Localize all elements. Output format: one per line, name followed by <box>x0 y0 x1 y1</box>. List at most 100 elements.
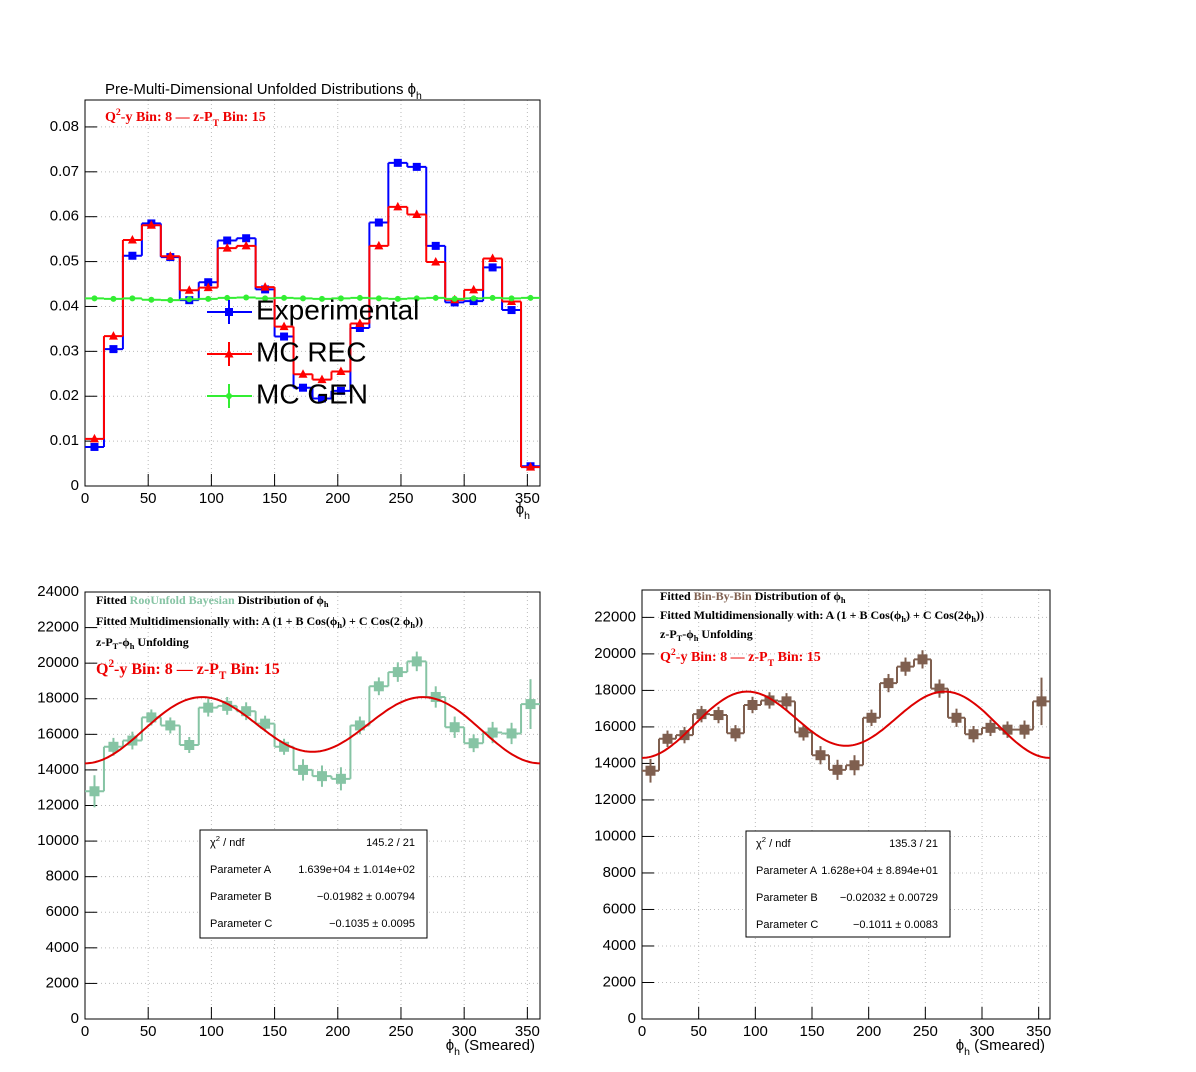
marker <box>224 294 231 301</box>
stats-value: −0.1035 ± 0.0095 <box>329 918 415 930</box>
marker <box>507 306 516 315</box>
marker <box>108 331 118 340</box>
colored-run: RooUnfold Bayesian <box>130 593 235 607</box>
marker <box>89 786 100 797</box>
marker <box>356 294 363 301</box>
marker <box>374 240 384 250</box>
marker <box>526 462 536 471</box>
marker <box>241 240 251 250</box>
legend-marker <box>225 308 233 316</box>
text-run: Parameter A <box>210 864 272 876</box>
marker <box>298 764 309 775</box>
subscript: T <box>768 658 775 669</box>
text-run: Fitted Multidimensionally with: A (1 + B… <box>660 608 902 622</box>
marker <box>525 699 536 710</box>
annotation: Fitted Bin-By-Bin Distribution of ϕh <box>660 589 846 606</box>
marker <box>713 710 724 721</box>
text-run: Bin: 15 <box>219 110 266 125</box>
x-tick-label: 350 <box>515 490 540 507</box>
x-tick-label: 50 <box>140 1023 157 1040</box>
stats-name: Parameter A <box>756 865 818 877</box>
marker <box>260 718 271 729</box>
stats-box <box>745 830 951 938</box>
marker <box>165 251 175 260</box>
text-run: z-P <box>660 627 677 641</box>
marker <box>431 257 441 266</box>
subscript: h <box>694 634 699 643</box>
x-tick-label: 100 <box>743 1023 768 1040</box>
marker <box>412 209 422 218</box>
marker <box>374 218 383 227</box>
text-run: / ndf <box>220 837 245 849</box>
y-tick-label: 0 <box>71 1010 79 1027</box>
marker <box>489 294 496 301</box>
marker <box>488 253 498 262</box>
superscript: 2 <box>116 107 121 118</box>
y-tick-label: 14000 <box>594 754 636 771</box>
y-tick-label: 18000 <box>37 690 79 707</box>
superscript: 2 <box>671 647 676 658</box>
marker <box>128 251 137 260</box>
subscript: h <box>324 600 329 609</box>
x-tick-label: 0 <box>81 1023 89 1040</box>
stats-value: −0.1011 ± 0.0083 <box>853 919 938 931</box>
y-tick-label: 24000 <box>37 583 79 600</box>
marker <box>394 295 401 302</box>
y-tick-label: 0.01 <box>50 432 79 449</box>
legend-marker <box>226 393 232 399</box>
marker <box>127 235 137 244</box>
y-tick-label: 20000 <box>594 645 636 662</box>
x-axis-label: ϕh <box>516 501 530 522</box>
y-tick-label: 0.06 <box>50 208 79 225</box>
marker <box>373 681 384 692</box>
y-tick-label: 12000 <box>594 791 636 808</box>
y-tick-label: 8000 <box>603 864 636 881</box>
marker <box>917 654 928 665</box>
marker <box>487 727 498 738</box>
stats-value: 145.2 / 21 <box>366 837 415 849</box>
stats-name: Parameter B <box>756 892 818 904</box>
marker <box>883 678 894 689</box>
text-run: -y Bin: 8 — z-P <box>114 661 219 678</box>
x-tick-label: 200 <box>856 1023 881 1040</box>
stats-name: Parameter C <box>210 918 272 930</box>
x-tick-label: 150 <box>799 1023 824 1040</box>
marker <box>148 296 155 303</box>
x-tick-label: 0 <box>81 490 89 507</box>
marker <box>468 738 479 749</box>
marker <box>527 294 534 301</box>
y-tick-label: 22000 <box>37 619 79 636</box>
marker <box>146 220 156 229</box>
marker <box>411 656 422 667</box>
x-tick-label: 250 <box>388 490 413 507</box>
marker <box>223 236 232 245</box>
marker <box>318 295 325 302</box>
marker <box>165 720 176 731</box>
y-tick-label: 20000 <box>37 654 79 671</box>
stats-value: 135.3 / 21 <box>889 838 938 850</box>
legend-label: MC GEN <box>256 378 368 409</box>
marker <box>110 295 117 302</box>
plot-frame <box>641 589 1051 1020</box>
marker <box>203 702 214 713</box>
text-run: Fitted <box>96 593 130 607</box>
legend-label: MC REC <box>256 336 366 367</box>
y-tick-label: 0.04 <box>50 297 79 314</box>
annotation: Fitted Multidimensionally with: A (1 + B… <box>96 614 423 631</box>
marker <box>900 661 911 672</box>
subtitle: Q2-y Bin: 8 — z-PT Bin: 15 <box>96 658 280 682</box>
x-tick-label: 100 <box>199 490 224 507</box>
y-tick-label: 4000 <box>603 937 636 954</box>
stats-value: 1.628e+04 ± 8.894e+01 <box>821 865 938 877</box>
text-run: Bin: 15 <box>774 650 821 665</box>
colored-run: Bin-By-Bin <box>694 589 752 603</box>
text-run: -y Bin: 8 — z-P <box>121 110 213 125</box>
marker <box>262 295 269 302</box>
y-tick-label: 6000 <box>46 903 79 920</box>
text-run: Q <box>660 650 671 665</box>
subscript: T <box>113 642 119 651</box>
x-tick-label: 100 <box>199 1023 224 1040</box>
marker <box>335 773 346 784</box>
x-tick-label: 300 <box>452 490 477 507</box>
